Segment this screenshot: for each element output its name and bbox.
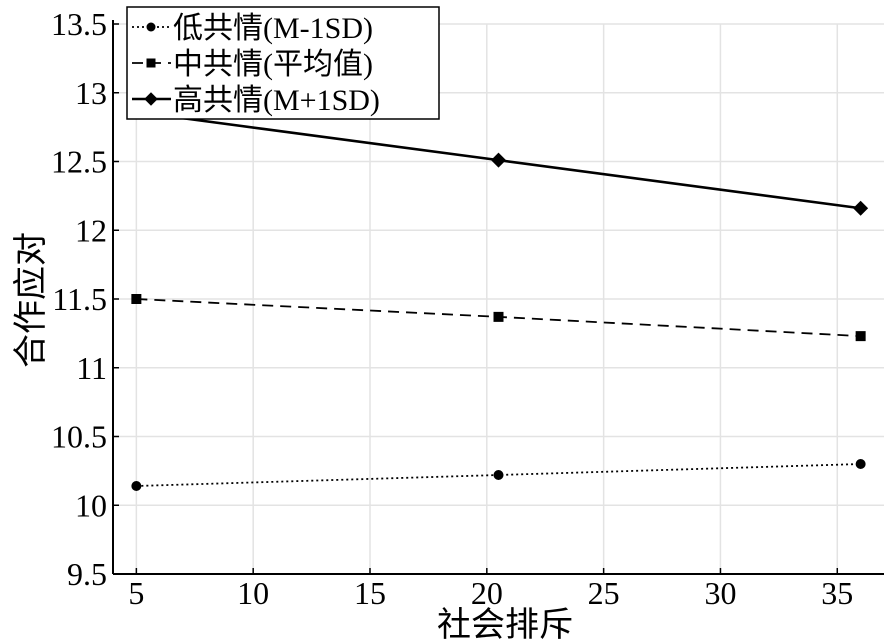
series-1 (131, 294, 866, 342)
y-tick-label: 10 (75, 487, 107, 523)
y-tick-label: 9.5 (67, 556, 107, 592)
x-axis-label: 社会排斥 (437, 606, 573, 642)
series-line (136, 463, 861, 487)
y-tick-label: 13.5 (51, 6, 107, 42)
x-tick-label: 35 (821, 575, 853, 611)
axes (112, 20, 884, 575)
data-point (131, 294, 142, 304)
tick-labels: 5 10 15 20 25 30 35 9.5 10 10.5 11 11.5 12 12.5 13 13.5 (51, 6, 853, 611)
legend-label-1: 中共情(平均值) (173, 48, 373, 81)
y-tick-label: 11 (76, 350, 107, 386)
x-tick-label: 20 (471, 575, 503, 611)
data-point (493, 470, 504, 480)
y-tick-label: 10.5 (51, 419, 107, 455)
y-tick-label: 12.5 (51, 144, 107, 180)
legend-label-0: 低共情(M-1SD) (173, 12, 373, 45)
x-tick-label: 5 (128, 575, 144, 611)
x-tick-label: 25 (588, 575, 620, 611)
legend-marker-2 (144, 92, 158, 106)
y-tick-label: 13 (75, 75, 107, 111)
y-tick-label: 11.5 (52, 281, 107, 317)
legend-marker-1 (146, 58, 156, 68)
data-point (491, 152, 506, 168)
data-point (131, 481, 142, 491)
data-point (853, 200, 869, 216)
data-point (493, 311, 504, 322)
x-tick-label: 30 (704, 575, 736, 611)
x-tick-label: 10 (237, 575, 269, 611)
series-layer (128, 104, 869, 491)
legend-label-2: 高共情(M+1SD) (173, 84, 380, 117)
series-0 (131, 459, 866, 491)
data-point (855, 459, 866, 469)
legend-box (126, 6, 440, 120)
y-tick-label: 12 (75, 212, 107, 248)
x-tick-label: 15 (354, 575, 386, 611)
legend-marker-0 (146, 22, 156, 32)
y-axis-label: 合作应对 (12, 232, 50, 368)
legend: 低共情(M-1SD)中共情(平均值)高共情(M+1SD) (126, 6, 440, 120)
series-2 (128, 104, 869, 216)
data-point (855, 331, 866, 342)
